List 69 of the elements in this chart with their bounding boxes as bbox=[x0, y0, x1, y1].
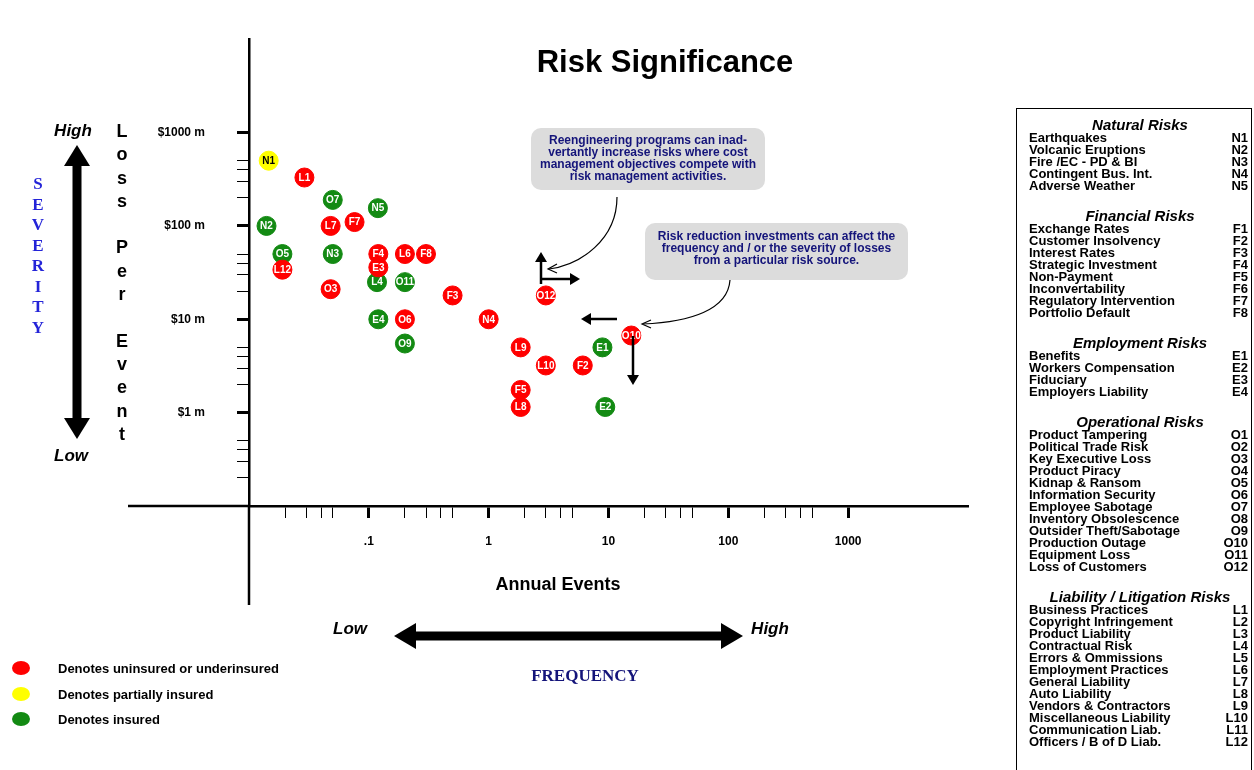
text: Employment Practices L6 bbox=[1029, 662, 1248, 677]
y-tick-label: $1 m bbox=[177, 404, 205, 419]
text: Loss Per Event bbox=[115, 121, 128, 444]
text: Contingent Bus. Int. N4 bbox=[1029, 166, 1248, 181]
text: Liability / Litigation Risks bbox=[1049, 588, 1231, 605]
text: High bbox=[54, 121, 92, 141]
data-label: E1 bbox=[596, 341, 609, 353]
text: Financial Risks bbox=[1085, 207, 1195, 224]
annotation: Risk reduction investments can affect the frequency and / or the severity of losses from a particular risk source. bbox=[645, 223, 908, 280]
data-label: L6 bbox=[399, 248, 412, 260]
data-label: L9 bbox=[514, 341, 527, 353]
text: SEVERITY bbox=[30, 174, 46, 338]
chart-title: Risk Significance bbox=[536, 44, 794, 80]
text: FREQUENCY bbox=[531, 666, 639, 686]
text: Earthquakes N1 bbox=[1029, 130, 1248, 145]
data-label: N1 bbox=[262, 154, 276, 166]
data-label: E2 bbox=[599, 401, 612, 413]
x-tick-label: .1 bbox=[363, 533, 375, 548]
data-label: L7 bbox=[324, 220, 337, 232]
text: High bbox=[751, 619, 789, 639]
text: Low bbox=[333, 619, 367, 639]
data-label: F2 bbox=[576, 359, 590, 371]
y-tick-label: $10 m bbox=[170, 311, 205, 326]
data-label: E3 bbox=[372, 261, 385, 273]
data-label: O7 bbox=[326, 194, 340, 206]
text: Workers Compensation E2 bbox=[1029, 360, 1248, 375]
data-label: E4 bbox=[372, 313, 385, 325]
data-label: N5 bbox=[371, 202, 385, 214]
x-tick-label: 1000 bbox=[834, 533, 862, 548]
data-label: O9 bbox=[398, 337, 413, 349]
data-label: O3 bbox=[323, 283, 338, 295]
data-label: N4 bbox=[482, 313, 496, 325]
data-label: L8 bbox=[514, 401, 527, 413]
data-label: L10 bbox=[537, 359, 555, 371]
data-label: F8 bbox=[420, 248, 433, 260]
legend-label: Denotes partially insured bbox=[58, 686, 214, 701]
text: Copyright Infringement L2 bbox=[1029, 614, 1248, 629]
data-label: O6 bbox=[398, 313, 413, 325]
data-label: L1 bbox=[298, 171, 311, 183]
text: Strategic Investment F4 bbox=[1029, 257, 1248, 272]
x-tick-label: 10 bbox=[601, 533, 616, 548]
data-label: F4 bbox=[372, 248, 385, 260]
data-label: O5 bbox=[275, 248, 290, 260]
x-tick-label: 100 bbox=[718, 533, 739, 548]
annotation: Reengineering programs can inad-vertantly increase risks where cost management objectives compete with risk management activities. bbox=[531, 128, 765, 190]
text: Exchange Rates F1 bbox=[1029, 221, 1248, 236]
data-label: F7 bbox=[348, 216, 361, 228]
data-label: O11 bbox=[395, 276, 415, 288]
y-tick-label: $100 m bbox=[164, 218, 205, 233]
x-tick-label: 1 bbox=[485, 533, 493, 548]
legend-label: Denotes uninsured or underinsured bbox=[58, 660, 280, 676]
data-label: L4 bbox=[371, 276, 384, 288]
data-label: F5 bbox=[514, 384, 527, 396]
text: Errors & Ommissions L5 bbox=[1029, 650, 1248, 665]
data-label: N2 bbox=[260, 220, 274, 232]
data-label: L12 bbox=[273, 263, 292, 275]
text: Natural Risks bbox=[1092, 116, 1188, 133]
text: Key Executive Loss O3 bbox=[1029, 451, 1248, 466]
text: Operational Risks bbox=[1076, 413, 1204, 430]
data-label: O12 bbox=[536, 289, 556, 301]
text: Officers / B of D Liab. L12 bbox=[1029, 734, 1248, 749]
text: Employment Risks bbox=[1072, 334, 1208, 351]
text: Low bbox=[54, 446, 88, 466]
x-axis-title: Annual Events bbox=[495, 573, 621, 595]
data-label: F3 bbox=[446, 289, 459, 301]
y-tick-label: $1000 m bbox=[157, 124, 205, 139]
text: Miscellaneous Liability L10 bbox=[1029, 710, 1248, 725]
data-label: N3 bbox=[326, 248, 340, 260]
legend-label: Denotes insured bbox=[58, 711, 160, 727]
